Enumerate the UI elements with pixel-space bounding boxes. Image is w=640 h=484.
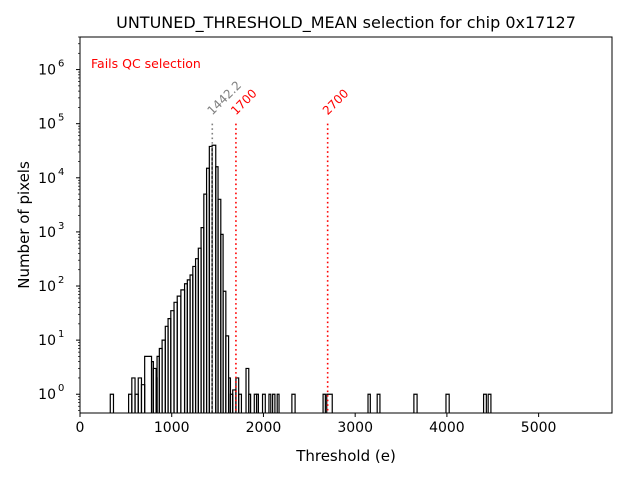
y-tick-exponent: 1 [58,329,64,340]
x-tick-label: 3000 [337,420,373,436]
y-tick-exponent: 5 [58,113,64,124]
y-tick-exponent: 3 [58,221,64,232]
histogram-bin [245,367,250,413]
x-tick-label: 1000 [154,420,190,436]
y-tick-label: 10 [38,171,56,187]
x-tick-label: 2000 [246,420,282,436]
histogram-bin [322,393,326,413]
y-tick-exponent: 4 [58,167,64,178]
histogram-bin [248,393,252,413]
y-tick-label: 10 [38,63,56,79]
histogram-bin [276,393,280,413]
y-axis-label: Number of pixels [15,161,33,289]
histogram-bin [272,393,276,413]
histogram-bin [261,393,266,413]
histogram-bin [482,393,487,413]
y-tick-exponent: 2 [58,275,64,286]
y-tick-exponent: 6 [58,59,64,70]
histogram-bin [291,393,296,413]
chart-title: UNTUNED_THRESHOLD_MEAN selection for chi… [116,13,576,33]
histogram-bin [413,393,418,413]
histogram-bin [109,393,115,413]
y-tick-label: 10 [38,279,56,295]
histogram-bin [238,393,243,413]
y-tick-label: 10 [38,225,56,241]
histogram-bin [445,393,450,413]
histogram-bin [376,393,381,413]
fails-qc-selection-label: Fails QC selection [91,56,201,71]
y-tick-label: 10 [38,333,56,349]
histogram-bin [225,335,230,413]
x-tick-label: 4000 [429,420,465,436]
histogram-bin [367,393,371,413]
x-axis-label: Threshold (e) [295,447,396,465]
histogram-bin [268,393,272,413]
histogram-bin [326,393,333,413]
y-tick-label: 10 [38,387,56,403]
histogram-bin [487,393,492,413]
plot-frame [79,36,613,414]
x-tick-label: 0 [76,420,85,436]
y-tick-exponent: 0 [58,383,64,394]
histogram-layer [109,144,492,413]
histogram-bin [255,393,259,413]
x-tick-label: 5000 [521,420,557,436]
y-tick-label: 10 [38,117,56,133]
